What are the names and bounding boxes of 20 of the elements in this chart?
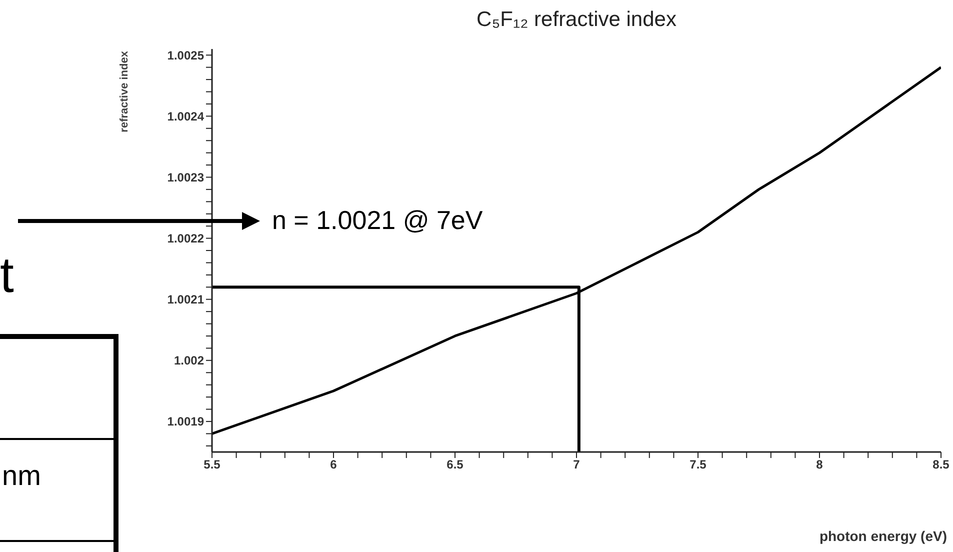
y-tick-label: 1.002	[174, 354, 204, 368]
y-tick-label: 1.0022	[167, 232, 204, 246]
x-tick-label: 7	[573, 458, 580, 472]
x-tick-label: 7.5	[690, 458, 707, 472]
x-tick-label: 6	[330, 458, 338, 472]
annotation: n = 1.0021 @ 7eV	[272, 205, 483, 236]
y-axis-title: refractive index	[118, 51, 130, 132]
y-tick-label: 1.0025	[167, 48, 204, 62]
chart-title: C₅F₁₂ refractive index	[476, 8, 678, 32]
x-tick-label: 8.5	[932, 458, 950, 472]
y-tick-label: 1.0024	[167, 109, 204, 124]
y-tick-label: 1.0023	[167, 170, 204, 184]
x-tick-label: 5.5	[204, 458, 221, 472]
text: t	[0, 247, 14, 303]
x-tick-label: 8	[816, 458, 824, 472]
y-tick-label: 1.0021	[167, 292, 204, 307]
x-axis-title: photon energy (eV)	[819, 528, 947, 544]
text: nm	[2, 460, 41, 491]
x-tick-label: 6.5	[446, 458, 464, 472]
y-tick-label: 1.0019	[167, 414, 204, 429]
